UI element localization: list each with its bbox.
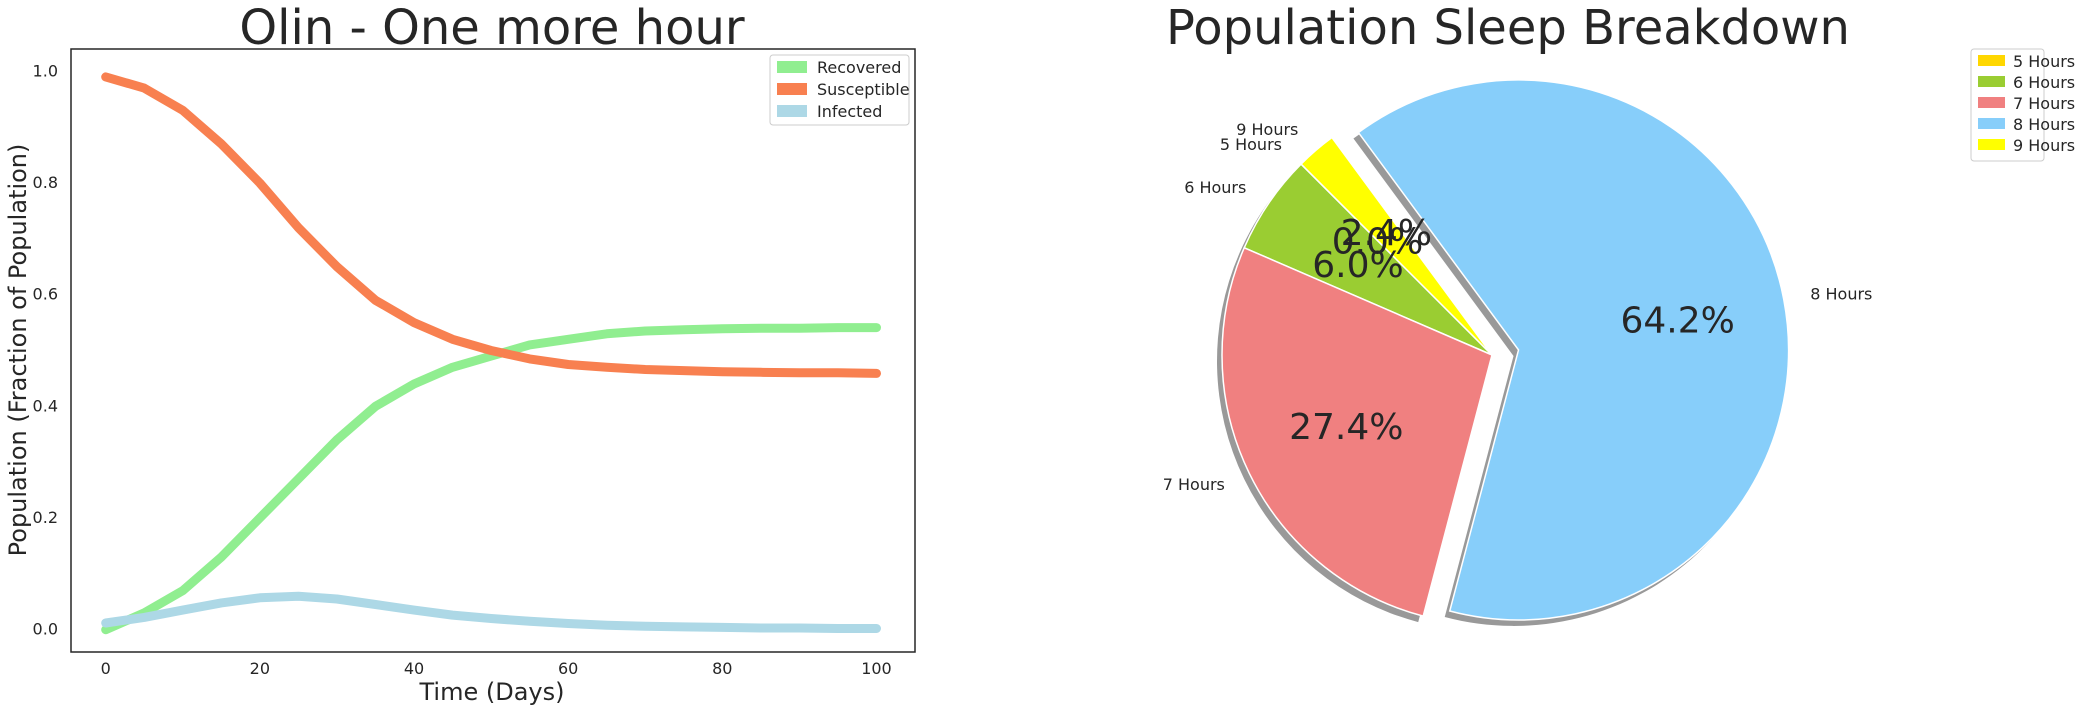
y-tick-label: 0.8 — [33, 173, 58, 192]
pie-slice-label: 5 Hours — [1220, 135, 1282, 154]
pie-legend-swatch — [1978, 139, 2005, 150]
pie-slice-label: 7 Hours — [1163, 475, 1225, 494]
legend-swatch — [777, 61, 807, 73]
legend-label: Recovered — [817, 58, 901, 77]
pie-legend-swatch — [1978, 76, 2005, 87]
pie-legend-label: 7 Hours — [2013, 94, 2075, 113]
pie-slices — [1221, 79, 1790, 621]
pie-slice-label: 6 Hours — [1184, 178, 1246, 197]
series-line-infected — [101, 591, 881, 633]
pie-legend-label: 5 Hours — [2013, 52, 2075, 71]
pie-slice-label: 9 Hours — [1236, 120, 1298, 139]
y-tick-label: 0.4 — [33, 396, 58, 415]
x-tick-label: 20 — [250, 659, 270, 678]
pie-legend-label: 6 Hours — [2013, 73, 2075, 92]
pie-legend-swatch — [1978, 97, 2005, 108]
pie-legend-label: 8 Hours — [2013, 115, 2075, 134]
x-tick-label: 0 — [101, 659, 111, 678]
pie-labels: 5 Hours 0.0% 6 Hours 6.0% 7 Hours 27.4% 8 Hour… — [1163, 120, 1873, 494]
pie-legend: 5 Hours 6 Hours 7 Hours 8 Hours 9 Hours — [1970, 48, 2075, 162]
pie-pct-label: 2.4% — [1341, 213, 1432, 254]
pie-pct-label: 27.4% — [1289, 407, 1403, 448]
x-tick-label: 40 — [404, 659, 424, 678]
series-line-recovered — [101, 323, 881, 635]
y-tick-label: 1.0 — [33, 61, 58, 80]
series-line-susceptible — [101, 72, 881, 378]
pie-legend-swatch — [1978, 55, 2005, 66]
pie-legend-label: 9 Hours — [2013, 136, 2075, 155]
legend-swatch — [777, 83, 807, 95]
pie-chart-title: Population Sleep Breakdown — [1166, 0, 1850, 56]
y-tick-label: 0.6 — [33, 285, 58, 304]
x-axis-label: Time (Days) — [419, 678, 565, 706]
pie-chart: Population Sleep Breakdown 5 Hours 0.0% 6 … — [1163, 0, 2075, 626]
legend-swatch — [777, 105, 807, 117]
y-axis-label: Population (Fraction of Population) — [4, 144, 32, 557]
pie-pct-label: 6.0% — [1312, 245, 1403, 286]
pie-slice-label: 8 Hours — [1810, 284, 1872, 303]
line-chart: Olin - One more hour 0.00.20.40.60.81.0 … — [4, 0, 916, 706]
x-axis-ticks: 0 20 40 60 80 100 — [101, 659, 892, 678]
legend-label: Infected — [817, 102, 882, 121]
pie-slice-9-hours — [1300, 136, 1493, 356]
y-axis-ticks: 0.0 0.2 0.4 0.6 0.8 1.0 — [33, 61, 58, 638]
y-tick-label: 0.2 — [33, 508, 58, 527]
pie-legend-swatch — [1978, 118, 2005, 129]
line-legend: Recovered Susceptible Infected — [769, 54, 910, 126]
line-chart-title: Olin - One more hour — [239, 0, 745, 56]
x-tick-label: 60 — [558, 659, 578, 678]
line-series — [101, 72, 881, 635]
y-tick-label: 0.0 — [33, 620, 58, 639]
pie-pct-label: 0.0% — [1332, 221, 1423, 262]
x-tick-label: 80 — [712, 659, 732, 678]
legend-label: Susceptible — [817, 80, 910, 99]
pie-pct-label: 64.2% — [1620, 301, 1734, 342]
pie-slice-7-hours — [1221, 246, 1493, 618]
pie-slice-8-hours — [1357, 79, 1790, 621]
x-tick-label: 100 — [861, 659, 892, 678]
